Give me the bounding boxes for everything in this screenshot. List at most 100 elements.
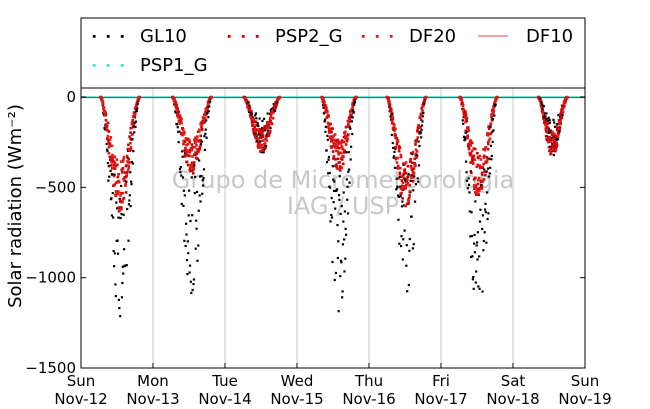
diffuse-point — [407, 200, 410, 203]
gl10-point — [336, 256, 339, 260]
gl10-point — [196, 259, 199, 262]
diffuse-point — [477, 192, 480, 196]
diffuse-point — [260, 143, 264, 147]
diffuse-point — [340, 166, 344, 170]
gl10-point — [488, 172, 491, 175]
gl10-point — [130, 160, 134, 164]
y-axis-label: Solar radiation (Wm⁻²) — [5, 104, 26, 308]
diffuse-point — [411, 161, 414, 165]
diffuse-point — [107, 130, 111, 133]
diffuse-point — [259, 150, 262, 153]
diffuse-point — [409, 164, 413, 168]
x-tick-day-label: Sun — [67, 372, 96, 390]
diffuse-point — [549, 152, 553, 155]
gl10-point — [329, 186, 332, 189]
gl10-point — [347, 170, 350, 173]
gl10-point — [326, 134, 329, 137]
gl10-point — [131, 162, 134, 165]
diffuse-point — [541, 109, 545, 113]
gl10-point — [337, 240, 340, 243]
gl10-point — [556, 138, 560, 141]
gl10-point — [248, 104, 251, 107]
diffuse-point — [268, 117, 272, 120]
gl10-point — [417, 164, 421, 167]
diffuse-point — [336, 138, 339, 142]
diffuse-point — [416, 136, 420, 139]
diffuse-point — [173, 97, 176, 101]
diffuse-point — [393, 129, 396, 132]
diffuse-point — [192, 161, 196, 164]
gl10-point — [466, 130, 469, 133]
x-tick-day-label: Sun — [571, 372, 600, 390]
gl10-point — [184, 222, 188, 225]
diffuse-point — [195, 152, 198, 156]
diffuse-point — [108, 138, 112, 141]
diffuse-point — [334, 143, 337, 146]
gl10-point — [492, 129, 495, 132]
gl10-point — [462, 116, 465, 119]
diffuse-point — [341, 162, 345, 166]
gl10-point — [123, 248, 126, 251]
gl10-point — [178, 130, 181, 133]
diffuse-point — [183, 130, 186, 134]
x-tick-day-label: Fri — [432, 372, 450, 390]
gl10-point — [411, 153, 414, 156]
gl10-point — [338, 175, 341, 178]
diffuse-point — [471, 159, 474, 163]
gl10-point — [330, 196, 333, 200]
diffuse-point — [400, 187, 404, 191]
diffuse-point — [411, 179, 415, 183]
diffuse-point — [476, 156, 480, 160]
diffuse-point — [334, 146, 337, 149]
x-tick-day-label: Mon — [137, 372, 169, 390]
diffuse-point — [460, 99, 464, 102]
gl10-point — [411, 247, 414, 250]
gl10-point — [202, 177, 205, 180]
diffuse-point — [129, 148, 133, 151]
gl10-point — [114, 294, 117, 298]
x-tick-date-label: Nov-19 — [558, 390, 611, 408]
gl10-point — [335, 189, 338, 192]
diffuse-point — [272, 111, 275, 114]
gl10-point — [350, 120, 353, 123]
diffuse-point — [461, 103, 465, 107]
gl10-point — [337, 194, 341, 197]
diffuse-point — [464, 116, 467, 119]
diffuse-point — [406, 198, 410, 202]
gl10-point — [262, 151, 265, 154]
gl10-point — [483, 231, 486, 234]
gl10-point — [198, 175, 202, 178]
diffuse-point — [348, 119, 352, 123]
diffuse-point — [470, 141, 474, 145]
diffuse-point — [127, 157, 130, 161]
gl10-point — [464, 131, 467, 134]
diffuse-point — [119, 206, 123, 209]
gl10-point — [119, 184, 123, 188]
diffuse-point — [327, 131, 331, 134]
gl10-point — [489, 144, 493, 147]
diffuse-point — [124, 191, 128, 194]
diffuse-point — [201, 127, 204, 131]
gl10-point — [252, 116, 255, 119]
diffuse-point — [405, 183, 408, 187]
diffuse-point — [104, 111, 107, 114]
diffuse-point — [402, 177, 406, 180]
gl10-point — [408, 249, 411, 252]
diffuse-point — [469, 143, 472, 146]
diffuse-point — [190, 148, 194, 152]
gl10-point — [333, 180, 336, 183]
x-tick-day-label: Thu — [354, 372, 383, 390]
diffuse-point — [329, 137, 333, 140]
diffuse-point — [263, 144, 267, 147]
diffuse-point — [479, 158, 483, 161]
gl10-point — [481, 290, 484, 293]
gl10-point — [207, 110, 210, 113]
diffuse-point — [200, 125, 203, 129]
diffuse-point — [119, 160, 123, 163]
gl10-point — [490, 158, 493, 161]
gl10-point — [475, 270, 478, 273]
gl10-point — [262, 146, 265, 149]
diffuse-point — [185, 143, 188, 147]
legend-marker — [227, 35, 231, 38]
gl10-point — [473, 242, 476, 245]
